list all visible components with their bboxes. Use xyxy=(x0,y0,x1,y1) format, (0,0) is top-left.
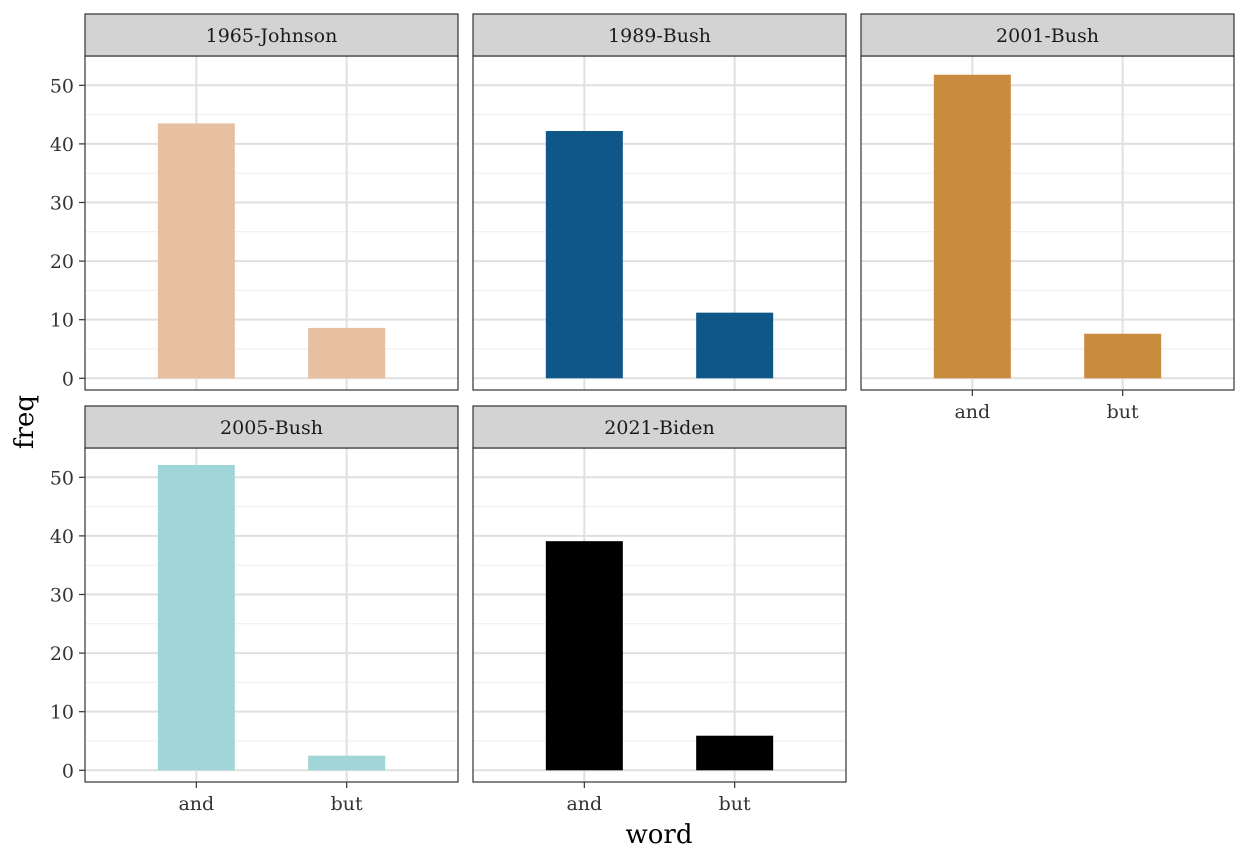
strip-label: 1965-Johnson xyxy=(206,25,338,47)
y-tick-label: 50 xyxy=(50,467,74,489)
bar-but xyxy=(308,755,386,771)
x-tick-label: but xyxy=(331,793,363,815)
y-tick-label: 10 xyxy=(50,310,74,332)
y-tick-label: 40 xyxy=(50,134,74,156)
y-tick-label: 20 xyxy=(50,251,74,273)
bar-and xyxy=(545,541,623,771)
bar-but xyxy=(696,735,774,771)
strip-background xyxy=(84,405,459,449)
strip-background xyxy=(860,13,1235,57)
strip-background xyxy=(472,405,847,449)
y-axis-title: freq xyxy=(10,395,40,449)
y-tick-label: 10 xyxy=(50,702,74,724)
x-tick-label: but xyxy=(1107,401,1139,423)
panel-background xyxy=(473,448,846,782)
facet-panel: 2001-Bush and but xyxy=(860,13,1235,423)
strip-label: 2005-Bush xyxy=(220,417,323,439)
bar-and xyxy=(157,123,235,379)
bar-and xyxy=(157,464,235,771)
y-tick-label: 50 xyxy=(50,75,74,97)
bar-but xyxy=(1084,333,1162,379)
bar-and xyxy=(933,74,1011,379)
strip-label: 1989-Bush xyxy=(608,25,711,47)
facet-panel: 1965-Johnson 0 10 20 30 40 50 xyxy=(50,13,459,391)
x-tick-label: and xyxy=(566,793,602,815)
strip-label: 2021-Biden xyxy=(604,417,714,439)
panel-background xyxy=(473,56,846,390)
y-tick-label: 30 xyxy=(50,584,74,606)
strip-background xyxy=(84,13,459,57)
facet-panel: 1989-Bush xyxy=(472,13,847,391)
bar-and xyxy=(545,131,623,379)
y-tick-label: 0 xyxy=(62,368,74,390)
facet-panels: 1965-Johnson 0 10 20 30 40 50 1989-Bush 2001-Bus… xyxy=(50,13,1235,815)
x-tick-label: and xyxy=(954,401,990,423)
bar-but xyxy=(308,327,386,379)
facet-panel: 2021-Biden and but xyxy=(472,405,847,815)
panel-background xyxy=(85,56,458,390)
y-tick-label: 30 xyxy=(50,192,74,214)
x-tick-label: but xyxy=(719,793,751,815)
y-tick-label: 0 xyxy=(62,760,74,782)
panel-background xyxy=(861,56,1234,390)
bar-but xyxy=(696,312,774,379)
strip-label: 2001-Bush xyxy=(996,25,1099,47)
y-tick-label: 40 xyxy=(50,526,74,548)
panel-background xyxy=(85,448,458,782)
x-axis-title: word xyxy=(626,820,693,850)
strip-background xyxy=(472,13,847,57)
x-tick-label: and xyxy=(178,793,214,815)
facet-panel: 2005-Bush 0 10 20 30 40 50 and but xyxy=(50,405,459,815)
y-tick-label: 20 xyxy=(50,643,74,665)
